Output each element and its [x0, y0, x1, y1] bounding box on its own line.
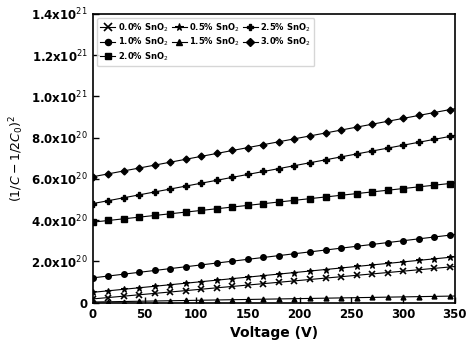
3.0% SnO$_2$ [307, 134, 313, 138]
1.5% SnO$_2$ [307, 296, 313, 301]
2.0% SnO$_2$ [224, 205, 230, 210]
1.5% SnO$_2$ [431, 294, 437, 298]
2.5% SnO$_2$ [266, 168, 272, 172]
0.5% SnO$_2$ [100, 289, 106, 294]
Y-axis label: $(1/C-1/2C_0)^2$: $(1/C-1/2C_0)^2$ [7, 115, 26, 202]
2.0% SnO$_2$ [266, 201, 272, 205]
0.0% SnO$_2$ [452, 264, 458, 269]
2.5% SnO$_2$ [307, 161, 313, 165]
1.5% SnO$_2$ [452, 294, 458, 298]
0.5% SnO$_2$ [431, 257, 437, 261]
2.0% SnO$_2$ [193, 209, 199, 213]
0.5% SnO$_2$ [224, 277, 230, 281]
1.5% SnO$_2$ [193, 298, 199, 302]
2.0% SnO$_2$ [452, 181, 458, 185]
3.0% SnO$_2$ [90, 175, 96, 179]
1.5% SnO$_2$ [90, 300, 96, 304]
1.5% SnO$_2$ [100, 300, 106, 304]
X-axis label: Voltage (V): Voltage (V) [230, 326, 318, 340]
1.0% SnO$_2$ [193, 263, 199, 268]
3.0% SnO$_2$ [431, 110, 437, 115]
2.5% SnO$_2$ [452, 133, 458, 137]
2.0% SnO$_2$ [307, 196, 313, 201]
1.0% SnO$_2$ [224, 260, 230, 264]
1.0% SnO$_2$ [307, 250, 313, 254]
0.5% SnO$_2$ [90, 290, 96, 294]
0.5% SnO$_2$ [266, 273, 272, 277]
1.0% SnO$_2$ [452, 232, 458, 237]
0.0% SnO$_2$ [307, 277, 313, 281]
Line: 2.0% SnO$_2$: 2.0% SnO$_2$ [90, 180, 457, 225]
1.0% SnO$_2$ [431, 235, 437, 239]
1.0% SnO$_2$ [100, 274, 106, 279]
Line: 3.0% SnO$_2$: 3.0% SnO$_2$ [91, 106, 457, 179]
1.0% SnO$_2$ [266, 255, 272, 259]
1.0% SnO$_2$ [90, 276, 96, 280]
1.5% SnO$_2$ [224, 298, 230, 302]
Legend: 0.0% SnO$_2$, 1.0% SnO$_2$, 2.0% SnO$_2$, 0.5% SnO$_2$, 1.5% SnO$_2$, 2.5% SnO$_: 0.0% SnO$_2$, 1.0% SnO$_2$, 2.0% SnO$_2$… [97, 18, 314, 66]
2.5% SnO$_2$ [100, 200, 106, 204]
1.5% SnO$_2$ [266, 297, 272, 301]
0.0% SnO$_2$ [193, 288, 199, 292]
2.5% SnO$_2$ [224, 176, 230, 180]
0.0% SnO$_2$ [224, 285, 230, 289]
Line: 0.0% SnO$_2$: 0.0% SnO$_2$ [89, 263, 458, 302]
2.0% SnO$_2$ [431, 183, 437, 187]
3.0% SnO$_2$ [266, 142, 272, 146]
0.0% SnO$_2$ [100, 296, 106, 300]
Line: 1.5% SnO$_2$: 1.5% SnO$_2$ [91, 294, 457, 304]
3.0% SnO$_2$ [452, 107, 458, 111]
3.0% SnO$_2$ [224, 150, 230, 154]
3.0% SnO$_2$ [100, 173, 106, 177]
3.0% SnO$_2$ [193, 155, 199, 159]
2.5% SnO$_2$ [431, 137, 437, 142]
0.5% SnO$_2$ [307, 269, 313, 273]
0.0% SnO$_2$ [90, 297, 96, 301]
Line: 1.0% SnO$_2$: 1.0% SnO$_2$ [90, 232, 457, 281]
0.5% SnO$_2$ [452, 255, 458, 259]
2.5% SnO$_2$ [90, 202, 96, 206]
Line: 0.5% SnO$_2$: 0.5% SnO$_2$ [89, 253, 458, 296]
Line: 2.5% SnO$_2$: 2.5% SnO$_2$ [90, 133, 457, 206]
0.0% SnO$_2$ [266, 281, 272, 285]
0.0% SnO$_2$ [431, 266, 437, 270]
2.0% SnO$_2$ [90, 220, 96, 224]
2.5% SnO$_2$ [193, 182, 199, 186]
0.5% SnO$_2$ [193, 280, 199, 284]
2.0% SnO$_2$ [100, 219, 106, 223]
